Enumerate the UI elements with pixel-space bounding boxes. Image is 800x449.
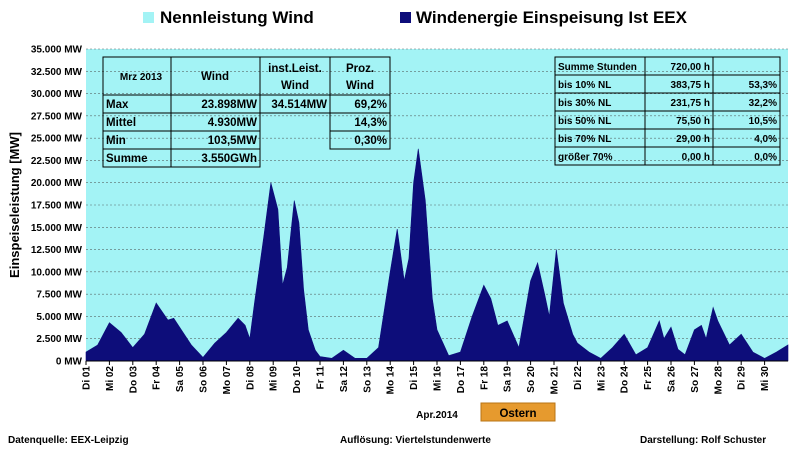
x-tick-label: Mi 02 xyxy=(105,366,116,391)
x-tick-label: So 27 xyxy=(690,366,701,393)
x-tick-label: Mi 09 xyxy=(269,366,280,391)
legend-swatch-einspeisung xyxy=(400,12,411,23)
stats-table-left: Mrz 2013 Wind inst.Leist. Wind Proz. Win… xyxy=(102,56,391,168)
hours-row-5-hours: 0,00 h xyxy=(682,152,710,163)
stats-min-wind: 103,5MW xyxy=(208,135,257,147)
stats-header-inst: inst.Leist. xyxy=(268,63,322,75)
stats-max-proz: 69,2% xyxy=(354,99,387,111)
footer-resolution: Auflösung: Viertelstundenwerte xyxy=(340,435,491,446)
hours-row-2-hours: 231,75 h xyxy=(671,98,710,109)
footer-source: Datenquelle: EEX-Leipzig xyxy=(8,435,129,446)
stats-mittel-label: Mittel xyxy=(106,117,136,129)
stats-min-proz: 0,30% xyxy=(354,135,387,147)
x-tick-label: Mo 14 xyxy=(386,366,397,395)
hours-row-1-hours: 383,75 h xyxy=(671,80,710,91)
stats-mittel-wind: 4.930MW xyxy=(208,117,257,129)
x-tick-label: Mo 07 xyxy=(222,366,233,395)
y-tick-label: 17.500 MW xyxy=(31,201,83,212)
y-tick-label: 2.500 MW xyxy=(36,334,82,345)
hours-row-2-label: bis 30% NL xyxy=(558,98,611,109)
hours-row-0-label: Summe Stunden xyxy=(558,62,637,73)
hours-row-2-pct: 32,2% xyxy=(749,98,777,109)
hours-row-3-pct: 10,5% xyxy=(749,116,777,127)
hours-row-4-hours: 29,00 h xyxy=(676,134,710,145)
x-tick-label: Fr 18 xyxy=(479,366,490,390)
hours-row-4-pct: 4,0% xyxy=(754,134,777,145)
x-tick-label: Sa 26 xyxy=(667,366,678,393)
x-tick-label: Fr 11 xyxy=(316,366,327,390)
x-tick-label: Sa 05 xyxy=(175,366,186,393)
stats-max-label: Max xyxy=(106,99,129,111)
x-tick-label: Di 15 xyxy=(409,366,420,390)
x-tick-label: Sa 12 xyxy=(339,366,350,393)
y-tick-label: 5.000 MW xyxy=(36,312,82,323)
y-tick-label: 27.500 MW xyxy=(31,111,83,122)
x-tick-label: Di 29 xyxy=(737,366,748,390)
hours-row-3-label: bis 50% NL xyxy=(558,116,611,127)
x-tick-label: Mo 28 xyxy=(713,366,724,395)
hours-row-3-hours: 75,50 h xyxy=(676,116,710,127)
y-tick-label: 35.000 MW xyxy=(31,45,83,56)
x-tick-label: Mi 23 xyxy=(596,366,607,391)
footer-author: Darstellung: Rolf Schuster xyxy=(640,435,766,446)
x-tick-label: Mo 21 xyxy=(550,366,561,395)
x-tick-label: Mi 30 xyxy=(760,366,771,391)
x-axis-month-label: Apr.2014 xyxy=(416,410,458,421)
legend-label-einspeisung: Windenergie Einspeisung Ist EEX xyxy=(416,8,688,27)
y-tick-label: 20.000 MW xyxy=(31,178,83,189)
hours-row-5-pct: 0,0% xyxy=(754,152,777,163)
x-tick-label: Fr 25 xyxy=(643,366,654,390)
y-tick-labels: 0 MW 2.500 MW 5.000 MW 7.500 MW 10.000 MW 12.… xyxy=(31,45,83,368)
stats-max-inst: 34.514MW xyxy=(271,99,327,111)
y-tick-label: 22.500 MW xyxy=(31,156,83,167)
x-tick-label: Mi 16 xyxy=(433,366,444,391)
x-tick-label: Do 24 xyxy=(620,366,631,394)
y-axis-label: Einspeiseleistung [MW] xyxy=(7,132,22,278)
hours-row-1-pct: 53,3% xyxy=(749,80,777,91)
x-tick-label: Di 01 xyxy=(82,366,93,390)
x-tick-label: So 20 xyxy=(526,366,537,393)
y-tick-label: 25.000 MW xyxy=(31,134,83,145)
x-tick-label: Do 17 xyxy=(456,366,467,394)
x-tick-labels: Di 01 Mi 02 Do 03 Fr 04 Sa 05 So 06 Mo 07 Di 08… xyxy=(82,361,771,395)
x-tick-label: Di 08 xyxy=(245,366,256,390)
ostern-badge xyxy=(480,402,556,422)
hours-row-0-hours: 720,00 h xyxy=(671,62,710,73)
x-tick-label: Fr 04 xyxy=(152,366,163,390)
y-tick-label: 7.500 MW xyxy=(36,290,82,301)
stats-header-proz: Proz. xyxy=(346,63,374,75)
stats-max-wind: 23.898MW xyxy=(201,99,257,111)
legend-swatch-nennleistung xyxy=(143,12,154,23)
y-tick-label: 0 MW xyxy=(56,357,83,368)
stats-header-month: Mrz 2013 xyxy=(120,72,163,83)
x-tick-label: So 13 xyxy=(362,366,373,393)
hours-row-1-label: bis 10% NL xyxy=(558,80,611,91)
hours-row-4-label: bis 70% NL xyxy=(558,134,611,145)
stats-table-right: Summe Stunden 720,00 h bis 10% NL 383,75… xyxy=(554,56,781,166)
y-tick-label: 15.000 MW xyxy=(31,223,83,234)
y-tick-label: 10.000 MW xyxy=(31,267,83,278)
y-tick-label: 30.000 MW xyxy=(31,89,83,100)
stats-header-wind: Wind xyxy=(201,71,229,83)
stats-summe-label: Summe xyxy=(106,153,148,165)
stats-min-label: Min xyxy=(106,135,126,147)
stats-header-inst-2: Wind xyxy=(281,80,309,92)
ostern-label: Ostern xyxy=(499,408,536,420)
x-tick-label: Do 03 xyxy=(128,366,139,394)
y-tick-label: 32.500 MW xyxy=(31,67,83,78)
stats-mittel-proz: 14,3% xyxy=(354,117,387,129)
einspeisung-area xyxy=(85,148,789,362)
x-tick-label: Di 22 xyxy=(573,366,584,390)
x-tick-label: Do 10 xyxy=(292,366,303,394)
legend-label-nennleistung: Nennleistung Wind xyxy=(160,8,314,27)
gridlines xyxy=(86,48,788,340)
x-tick-label: So 06 xyxy=(199,366,210,393)
x-tick-label: Sa 19 xyxy=(503,366,514,393)
stats-header-proz-2: Wind xyxy=(346,80,374,92)
stats-summe-wind: 3.550GWh xyxy=(201,153,257,165)
y-tick-label: 12.500 MW xyxy=(31,245,83,256)
hours-row-5-label: größer 70% xyxy=(558,152,613,163)
